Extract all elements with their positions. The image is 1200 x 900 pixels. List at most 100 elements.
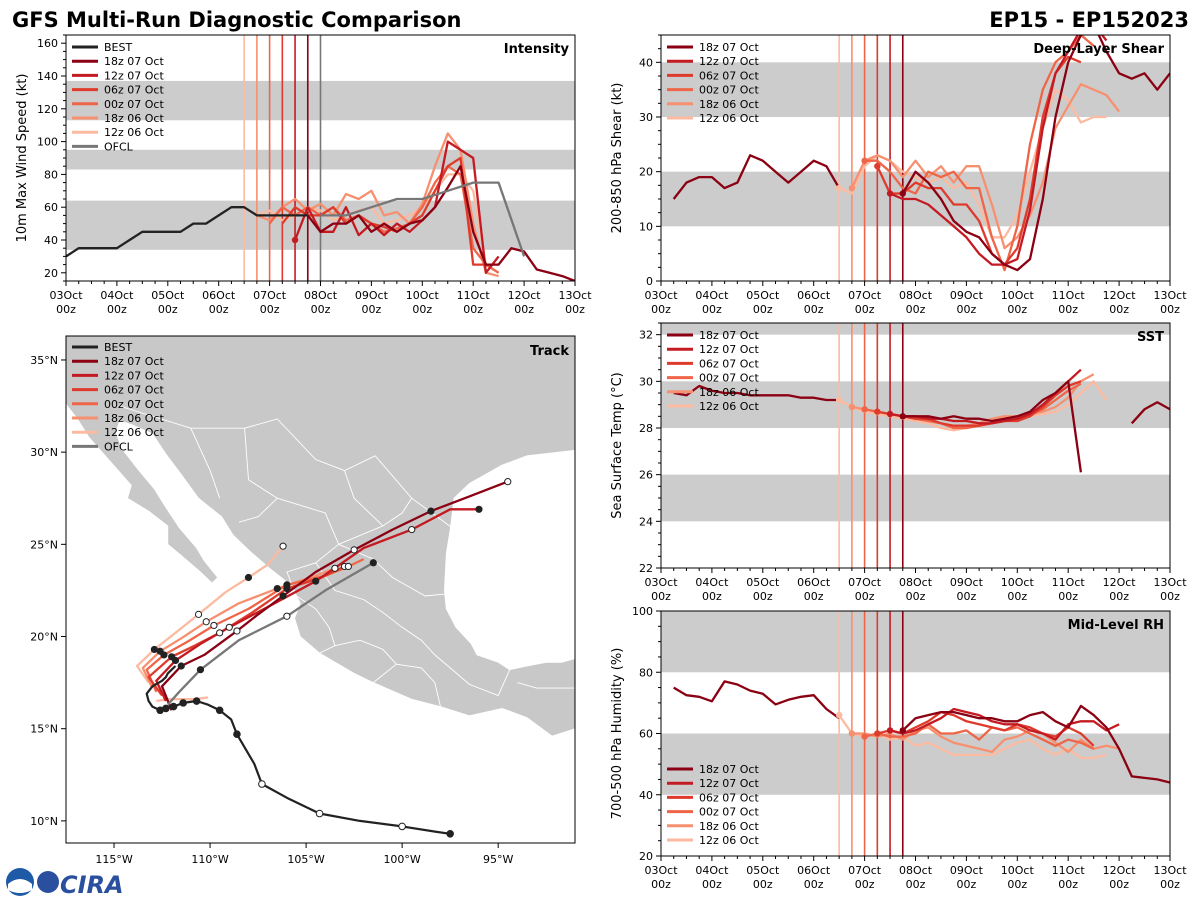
sst-xtick-label: 13Oct: [1153, 576, 1187, 589]
track-legend-label: 18z 06 Oct: [104, 412, 164, 425]
rh-xtick-sublabel: 00z: [753, 878, 773, 891]
sst-ylabel: Sea Surface Temp (°C): [610, 372, 625, 519]
track-title: Track: [530, 344, 569, 359]
track-marker-18z-07-Oct: [504, 478, 512, 486]
sst-xtick-sublabel: 00z: [957, 590, 977, 603]
shear-ytick-label: 20: [639, 166, 653, 179]
intensity-xtick-sublabel: 00z: [260, 303, 280, 316]
track-OFCL: [166, 561, 374, 706]
intensity-title: Intensity: [504, 42, 570, 57]
rh-xtick-label: 03Oct: [644, 864, 678, 877]
track-legend-label: 12z 06 Oct: [104, 426, 164, 439]
rh-plot-area: [661, 611, 1170, 856]
rh-xtick-label: 13Oct: [1153, 864, 1187, 877]
rh-series-06z-07-Oct: [877, 710, 1095, 747]
shear-xtick-label: 07Oct: [848, 289, 882, 302]
shear-xtick-label: 11Oct: [1052, 289, 1086, 302]
shear-ytick-label: 0: [646, 275, 653, 288]
track-marker-18z-06-Oct: [273, 584, 281, 593]
intensity-ytick-label: 160: [37, 37, 58, 50]
sst-init-dot-06z-07-Oct: [874, 408, 881, 415]
sst-init-dot-18z-07-Oct: [899, 413, 906, 420]
map-land: [66, 336, 575, 737]
shear-xtick-sublabel: 00z: [804, 303, 824, 316]
map-border-10: [517, 682, 575, 689]
track-best-marker: [233, 730, 241, 739]
rh-xtick-sublabel: 00z: [906, 878, 926, 891]
intensity-ytick-label: 100: [37, 136, 58, 149]
sst-xtick-label: 08Oct: [899, 576, 933, 589]
intensity-xtick-sublabel: 00z: [311, 303, 331, 316]
track-marker-18z-06-Oct: [202, 618, 210, 626]
track-marker-12z-07-Oct: [475, 505, 483, 513]
shear-xtick-label: 06Oct: [797, 289, 831, 302]
shear-xtick-label: 05Oct: [746, 289, 780, 302]
rh-xtick-sublabel: 00z: [1109, 878, 1129, 891]
intensity-xtick-sublabel: 00z: [565, 303, 585, 316]
sst-xtick-label: 06Oct: [797, 576, 831, 589]
track-marker-OFCL: [369, 559, 377, 567]
rh-init-dot-18z-07-Oct: [899, 727, 906, 734]
noaa-wave-icon: [8, 879, 32, 893]
track-best-marker: [192, 697, 201, 705]
rh-init-dot-06z-07-Oct: [874, 730, 881, 737]
track-legend-label: 18z 07 Oct: [104, 355, 164, 368]
intensity-plot-area: [66, 35, 575, 281]
logo-text: CIRA: [60, 871, 124, 899]
sst-init-dot-12z-07-Oct: [886, 410, 894, 418]
rh-ytick-label: 60: [639, 728, 653, 741]
rh-xtick-label: 12Oct: [1103, 864, 1137, 877]
rh-ytick-label: 80: [639, 666, 653, 679]
rh-legend-label: 12z 07 Oct: [699, 777, 759, 790]
rh-xtick-label: 06Oct: [797, 864, 831, 877]
shear-plot-area: [661, 35, 1170, 281]
sst-series-06z-07-Oct: [877, 380, 1082, 427]
track-marker-12z-07-Oct: [312, 577, 320, 585]
sst-panel: 22242628303203Oct00z04Oct00z05Oct00z06Oc…: [610, 322, 1187, 603]
sst-ytick-label: 26: [639, 469, 653, 482]
track-marker-12z-06-Oct: [150, 645, 158, 654]
intensity-xtick-sublabel: 00z: [412, 303, 432, 316]
intensity-xtick-label: 12Oct: [508, 289, 542, 302]
map-border-4: [338, 543, 445, 597]
shear-init-dot-12z-06-Oct: [835, 184, 843, 192]
sst-xtick-sublabel: 00z: [1109, 590, 1129, 603]
map-border-9: [420, 639, 511, 697]
shear-series-12z-07-Oct: [889, 35, 1108, 266]
rh-legend-label: 18z 07 Oct: [699, 763, 759, 776]
shear-ytick-label: 10: [639, 220, 653, 233]
track-marker-12z-07-Oct: [225, 623, 233, 631]
intensity-xtick-label: 09Oct: [355, 289, 389, 302]
sst-plot-area: [661, 323, 1170, 568]
intensity-xtick-sublabel: 00z: [56, 303, 76, 316]
track-best-marker: [258, 780, 266, 788]
intensity-ytick-label: 40: [44, 234, 58, 247]
intensity-xtick-label: 13Oct: [558, 289, 592, 302]
cira-logo: CIRA: [6, 868, 124, 899]
rh-xtick-sublabel: 00z: [957, 878, 977, 891]
intensity-xtick-label: 06Oct: [202, 289, 236, 302]
rh-xtick-sublabel: 00z: [1058, 878, 1078, 891]
intensity-ytick-label: 60: [44, 201, 58, 214]
sst-legend-label: 00z 07 Oct: [699, 372, 759, 385]
track-ytick-label: 20°N: [30, 631, 58, 644]
rh-xtick-sublabel: 00z: [1007, 878, 1027, 891]
sst-band-2: [661, 323, 1170, 335]
rh-ylabel: 700-500 hPa Humidity (%): [610, 648, 625, 820]
rh-xtick-sublabel: 00z: [702, 878, 722, 891]
intensity-xtick-sublabel: 00z: [158, 303, 178, 316]
track-xtick-label: 115°W: [95, 853, 132, 866]
sst-xtick-sublabel: 00z: [906, 590, 926, 603]
intensity-legend-label: 06z 07 Oct: [104, 84, 164, 97]
rh-xtick-label: 05Oct: [746, 864, 780, 877]
track-legend-label: OFCL: [104, 440, 134, 453]
shear-xtick-label: 03Oct: [644, 289, 678, 302]
track-best-marker: [446, 829, 454, 838]
track-marker-00z-07-Oct: [210, 621, 218, 630]
shear-xtick-sublabel: 00z: [702, 303, 722, 316]
intensity-legend-label: 18z 07 Oct: [104, 55, 164, 68]
track-marker-06z-07-Oct: [168, 653, 176, 661]
